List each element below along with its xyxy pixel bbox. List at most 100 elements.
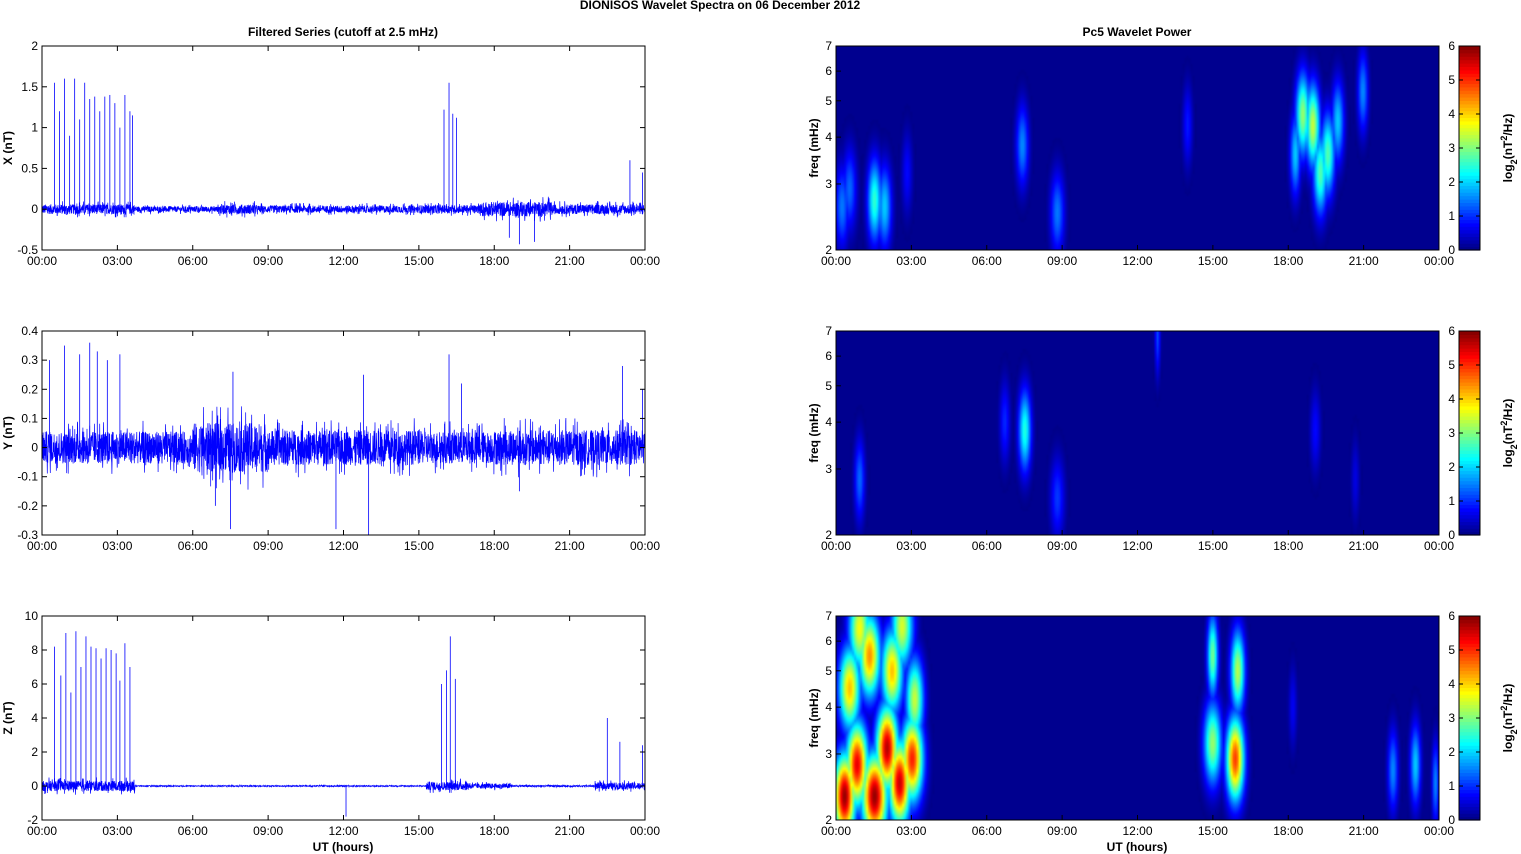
colorbar-swatch xyxy=(1459,402,1480,407)
colorbar-swatch xyxy=(1459,470,1480,475)
colorbar-swatch xyxy=(1459,473,1480,478)
colorbar-swatch xyxy=(1459,694,1480,699)
colorbar-swatch xyxy=(1459,816,1480,821)
x-tick-label: 06:00 xyxy=(178,824,208,838)
colorbar-swatch xyxy=(1459,728,1480,733)
series-line xyxy=(41,196,646,222)
colorbar-swatch xyxy=(1459,697,1480,702)
x-tick-label: 00:00 xyxy=(1424,824,1454,838)
colorbar-swatch xyxy=(1459,127,1480,132)
colorbar-swatch xyxy=(1459,375,1480,380)
colorbar-swatch xyxy=(1459,677,1480,682)
x-tick-label: 00:00 xyxy=(27,824,57,838)
y-tick-label: 4 xyxy=(31,711,38,725)
x-tick-label: 03:00 xyxy=(896,539,926,553)
colorbar-swatch xyxy=(1459,83,1480,88)
wavelet-panel-z: 2 3 4 5 6 7 00:00 03:00 06:00 09:00 12:00 15:00 18:0… xyxy=(807,609,1519,838)
x-tick-label: 03:00 xyxy=(896,824,926,838)
colorbar-swatch xyxy=(1459,633,1480,637)
x-tick-label: 06:00 xyxy=(178,539,208,553)
colorbar-swatch xyxy=(1459,745,1480,750)
colorbar-swatch xyxy=(1459,243,1480,248)
x-tick-label: 21:00 xyxy=(1349,539,1379,553)
colorbar-tick-label: 4 xyxy=(1448,677,1455,691)
colorbar-swatch xyxy=(1459,477,1480,482)
colorbar-swatch xyxy=(1459,765,1480,770)
y-tick-label: 6 xyxy=(825,634,832,648)
colorbar-label-part: 2 xyxy=(1499,706,1509,711)
colorbar-label: log2(nT2/Hz) xyxy=(1499,114,1519,183)
y-tick-label: 0.5 xyxy=(21,161,38,175)
colorbar-label-part: (nT xyxy=(1501,710,1515,729)
x-tick-label: 21:00 xyxy=(555,254,585,268)
colorbar-swatch xyxy=(1459,107,1480,112)
colorbar-tick-label: 1 xyxy=(1448,494,1455,508)
colorbar-swatch xyxy=(1459,188,1480,193)
colorbar-swatch xyxy=(1459,456,1480,461)
colorbar-swatch xyxy=(1459,76,1480,81)
colorbar-swatch xyxy=(1459,772,1480,777)
colorbar-swatch xyxy=(1459,219,1480,224)
colorbar-swatch xyxy=(1459,97,1480,101)
wavelet-panel-x: 2 3 4 5 6 7 00:00 03:00 06:00 09:00 12:00 15:00 18:0… xyxy=(807,39,1519,268)
colorbar-swatch xyxy=(1459,90,1480,95)
x-tick-label: 00:00 xyxy=(630,824,660,838)
colorbar-swatch xyxy=(1459,622,1480,627)
colorbar-swatch xyxy=(1459,216,1480,220)
colorbar-tick-label: 6 xyxy=(1448,609,1455,623)
colorbar-label-part: log xyxy=(1501,449,1515,467)
colorbar-swatch xyxy=(1459,392,1480,397)
timeseries-panel-z: -2 0 2 4 6 8 10 00:00 03:00 06:00 09:00 12:00 15:00 1… xyxy=(1,609,660,838)
colorbar-swatch xyxy=(1459,639,1480,644)
colorbar-label-part: 2 xyxy=(1499,421,1509,426)
colorbar-label-part: /Hz) xyxy=(1501,684,1515,706)
colorbar-swatch xyxy=(1459,154,1480,159)
y-tick-label: 3 xyxy=(825,177,832,191)
colorbar-swatch xyxy=(1459,419,1480,424)
colorbar-tick-label: 3 xyxy=(1448,711,1455,725)
colorbar-swatch xyxy=(1459,663,1480,668)
colorbar-swatch xyxy=(1459,399,1480,403)
x-tick-label: 18:00 xyxy=(479,824,509,838)
x-tick-label: 09:00 xyxy=(1047,824,1077,838)
x-tick-label: 21:00 xyxy=(555,824,585,838)
colorbar-swatch xyxy=(1459,735,1480,739)
colorbar-tick-label: 6 xyxy=(1448,324,1455,338)
colorbar-swatch xyxy=(1459,171,1480,176)
x-tick-label: 06:00 xyxy=(972,539,1002,553)
x-tick-label: 03:00 xyxy=(102,254,132,268)
colorbar-label-part: 2 xyxy=(1509,159,1519,164)
colorbar-swatch xyxy=(1459,507,1480,512)
colorbar-tick-label: 0 xyxy=(1448,528,1455,542)
colorbar-swatch xyxy=(1459,368,1480,373)
x-tick-label: 18:00 xyxy=(1273,539,1303,553)
x-tick-label: 00:00 xyxy=(27,539,57,553)
y-tick-label: 2 xyxy=(825,243,832,257)
x-tick-label: 03:00 xyxy=(896,254,926,268)
x-tick-label: 15:00 xyxy=(404,824,434,838)
colorbar-swatch xyxy=(1459,643,1480,648)
colorbar-swatch xyxy=(1459,680,1480,685)
x-tick-label: 00:00 xyxy=(821,824,851,838)
y-tick-label: 5 xyxy=(825,379,832,393)
x-tick-label: 09:00 xyxy=(1047,539,1077,553)
colorbar-swatch xyxy=(1459,182,1480,186)
colorbar-swatch xyxy=(1459,137,1480,142)
x-tick-label: 09:00 xyxy=(253,254,283,268)
colorbar-tick-label: 0 xyxy=(1448,243,1455,257)
colorbar-swatch xyxy=(1459,453,1480,458)
colorbar-swatch xyxy=(1459,412,1480,417)
colorbar-swatch xyxy=(1459,351,1480,356)
colorbar-swatch xyxy=(1459,439,1480,444)
x-tick-label: 18:00 xyxy=(479,539,509,553)
right-column-title: Pc5 Wavelet Power xyxy=(1083,25,1192,39)
x-tick-label: 00:00 xyxy=(27,254,57,268)
colorbar-swatch xyxy=(1459,114,1480,118)
y-tick-label: 8 xyxy=(31,643,38,657)
y-axis-label: Y (nT) xyxy=(1,416,15,450)
colorbar-tick-label: 2 xyxy=(1448,745,1455,759)
colorbar-swatch xyxy=(1459,463,1480,468)
colorbar-label-part: 2 xyxy=(1499,136,1509,141)
colorbar-swatch xyxy=(1459,192,1480,197)
